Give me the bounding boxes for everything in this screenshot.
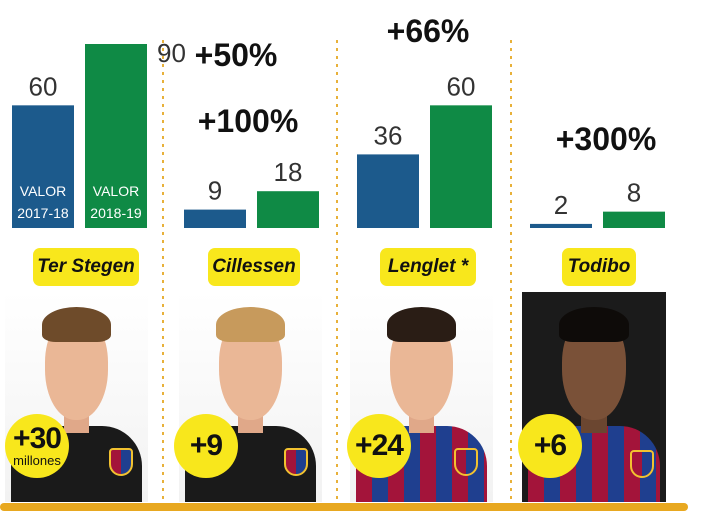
data-label: 90 — [157, 38, 186, 68]
hair — [387, 306, 456, 343]
player-name-tag: Ter Stegen — [33, 248, 139, 286]
data-label: 8 — [627, 178, 641, 208]
fc-barcelona-crest-icon — [454, 448, 478, 476]
increase-unit: millones — [13, 453, 61, 468]
player-name: Ter Stegen — [37, 256, 135, 277]
increase-badge: +6 — [518, 414, 582, 478]
change-percent-label: +50% — [195, 37, 278, 73]
increase-value: +30 — [13, 422, 62, 455]
data-label: 36 — [374, 120, 403, 150]
fc-barcelona-crest-icon — [630, 450, 654, 478]
bar-2018-19 — [257, 191, 319, 228]
increase-badge: +30 millones — [5, 414, 69, 478]
player-photo — [179, 292, 322, 502]
data-label: 9 — [208, 176, 222, 206]
player-name: Cillessen — [212, 256, 296, 277]
increase-value: +9 — [189, 429, 223, 462]
bar-2018-19 — [430, 105, 492, 228]
bar-2018-19 — [85, 44, 147, 228]
fc-barcelona-crest-icon — [284, 448, 308, 476]
data-label: 2 — [554, 190, 568, 220]
change-percent-label: +100% — [198, 103, 299, 139]
increase-value: +6 — [533, 429, 567, 462]
player-name-tag: Todibo — [562, 248, 636, 286]
bar-2017-18 — [530, 223, 592, 228]
hair — [559, 306, 629, 343]
series-label: VALOR — [20, 183, 66, 199]
bar-2018-19 — [603, 211, 665, 228]
player-name-tag: Lenglet * — [380, 248, 476, 286]
data-label: 18 — [274, 157, 303, 187]
hair — [216, 306, 285, 343]
change-percent-label: +66% — [387, 13, 470, 49]
baseline-bar — [0, 503, 688, 511]
data-label: 60 — [447, 71, 476, 101]
series-label: 2018-19 — [90, 205, 142, 221]
series-label: VALOR — [93, 183, 139, 199]
player-name-tag: Cillessen — [208, 248, 300, 286]
increase-badge: +9 — [174, 414, 238, 478]
bar-2017-18 — [357, 154, 419, 228]
series-label: 2017-18 — [17, 205, 69, 221]
change-percent-label: +300% — [556, 121, 657, 157]
increase-badge: +24 — [347, 414, 411, 478]
increase-value: +24 — [355, 429, 404, 462]
hair — [42, 306, 111, 343]
bar-2017-18 — [12, 105, 74, 228]
fc-barcelona-crest-icon — [109, 448, 133, 476]
player-name: Lenglet * — [387, 256, 469, 277]
data-label: 60 — [29, 71, 58, 101]
player-name: Todibo — [567, 256, 631, 277]
bar-2017-18 — [184, 209, 246, 228]
